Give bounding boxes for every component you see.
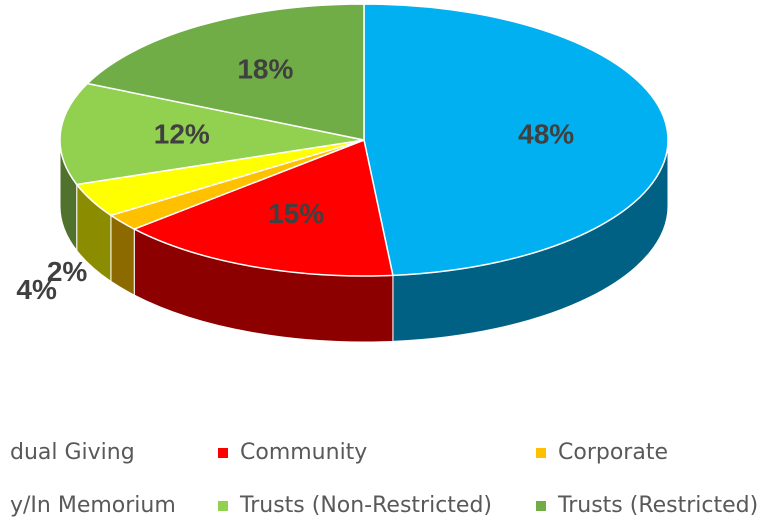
legend-label: dual Giving: [10, 440, 135, 465]
legend-swatch: [536, 448, 546, 458]
slice: [59, 82, 365, 186]
value-label: 18%: [237, 54, 293, 85]
value-label: 15%: [268, 198, 324, 229]
legend-label: Trusts (Non-Restricted): [239, 493, 492, 518]
value-label: 4%: [16, 274, 57, 305]
legend-swatch: [218, 501, 228, 511]
legend-swatch: [218, 448, 228, 458]
legend-label: Community: [240, 440, 367, 465]
slice: [363, 3, 669, 277]
legend-label: y/In Memorium: [10, 493, 176, 518]
value-label: 2%: [47, 256, 88, 287]
value-label: 12%: [154, 119, 210, 150]
slice: [132, 138, 394, 277]
legend-label: Trusts (Restricted): [557, 493, 758, 518]
legend-label: Corporate: [558, 440, 668, 465]
legend-swatch: [536, 501, 546, 511]
slice: [85, 3, 365, 141]
value-label: 48%: [518, 119, 574, 150]
